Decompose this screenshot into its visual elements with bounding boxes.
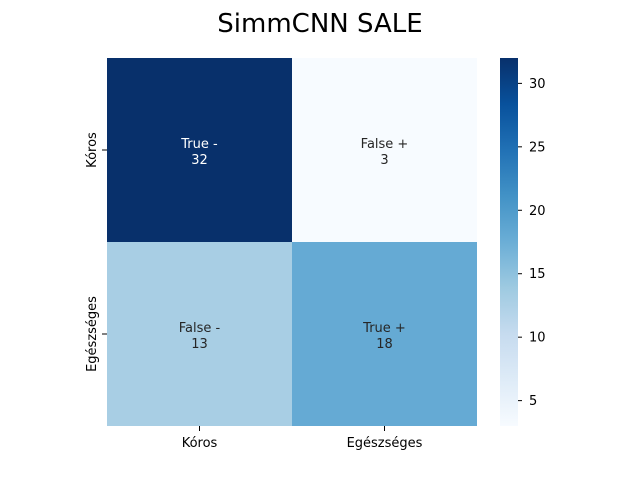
cell-label: True + — [362, 321, 406, 336]
colorbar: 5 10 15 20 25 30 — [500, 58, 546, 426]
heatmap-cells: True -32 False +3 False -13 True +18 — [107, 58, 477, 426]
colorbar-tick-label: 15 — [529, 267, 546, 282]
y-axis: Kóros Egészséges — [85, 132, 107, 372]
chart-title: SimmCNN SALE — [217, 9, 422, 39]
colorbar-tick-label: 5 — [529, 394, 537, 409]
colorbar-tick-label: 30 — [529, 77, 546, 92]
cell-label: True - — [180, 137, 218, 152]
x-axis: Kóros Egészséges — [182, 426, 423, 451]
colorbar-tick-label: 20 — [529, 204, 546, 219]
y-tick-label: Egészséges — [85, 296, 100, 372]
cell-value: 18 — [376, 337, 393, 352]
heatmap-cell — [292, 242, 477, 426]
cell-value: 13 — [191, 337, 208, 352]
cell-value: 3 — [380, 153, 388, 168]
cell-value: 32 — [191, 153, 208, 168]
heatmap-cell — [107, 242, 292, 426]
colorbar-tick-label: 10 — [529, 331, 546, 346]
heatmap-cell — [292, 58, 477, 242]
x-tick-label: Kóros — [182, 436, 218, 451]
colorbar-tick-label: 25 — [529, 140, 546, 155]
cell-label: False + — [361, 137, 409, 152]
y-tick-label: Kóros — [85, 132, 100, 168]
heatmap-cell — [107, 58, 292, 242]
x-tick-label: Egészséges — [347, 436, 423, 451]
cell-label: False - — [179, 321, 221, 336]
colorbar-gradient — [500, 58, 518, 426]
